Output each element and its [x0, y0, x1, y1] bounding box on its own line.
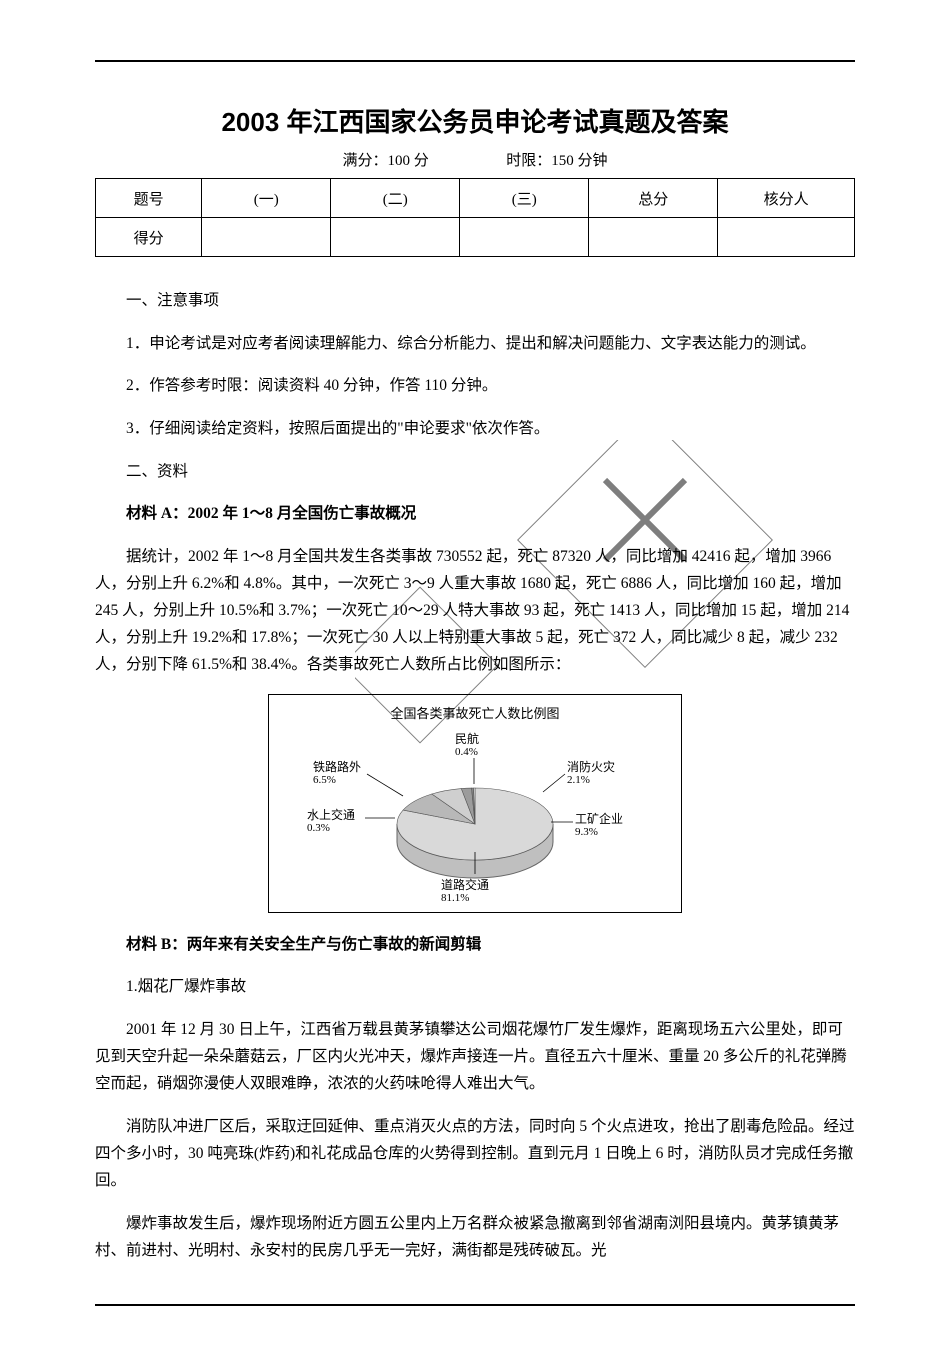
th-4: 总分 — [589, 179, 718, 218]
material-b-p3: 爆炸事故发生后，爆炸现场附近方圆五公里内上万名群众被紧急撤离到邻省湖南浏阳县境内… — [95, 1210, 855, 1264]
row2-label: 得分 — [96, 218, 202, 257]
material-b-p2: 消防队冲进厂区后，采取迂回延伸、重点消灭火点的方法，同时向 5 个火点进攻，抢出… — [95, 1113, 855, 1194]
chart-slice-label: 消防火灾2.1% — [567, 760, 615, 788]
chart-slice-label: 水上交通0.3% — [307, 808, 355, 836]
chart-area: 民航0.4%铁路路外6.5%消防火灾2.1%水上交通0.3%工矿企业9.3%道路… — [275, 732, 675, 902]
subhead: 满分：100 分 时限：150 分钟 — [95, 149, 855, 170]
notice-heading: 一、注意事项 — [95, 287, 855, 314]
th-3: (三) — [460, 179, 589, 218]
th-0: 题号 — [96, 179, 202, 218]
table-row: 题号 (一) (二) (三) 总分 核分人 — [96, 179, 855, 218]
notice-3: 3．仔细阅读给定资料，按照后面提出的"申论要求"依次作答。 — [95, 415, 855, 442]
page-title: 2003 年江西国家公务员申论考试真题及答案 — [95, 102, 855, 139]
material-b-sub1: 1.烟花厂爆炸事故 — [95, 973, 855, 1000]
notice-1: 1．申论考试是对应考者阅读理解能力、综合分析能力、提出和解决问题能力、文字表达能… — [95, 330, 855, 357]
th-5: 核分人 — [718, 179, 855, 218]
materials-heading: 二、资料 — [95, 458, 855, 485]
score-table: 题号 (一) (二) (三) 总分 核分人 得分 — [95, 178, 855, 257]
chart-slice-label: 民航0.4% — [455, 732, 479, 760]
material-a-title: 材料 A：2002 年 1～8 月全国伤亡事故概况 — [95, 500, 855, 527]
bottom-rule — [95, 1304, 855, 1306]
notice-2: 2．作答参考时限：阅读资料 40 分钟，作答 110 分钟。 — [95, 372, 855, 399]
chart-slice-label: 道路交通81.1% — [441, 878, 489, 906]
pie-chart: 全国各类事故死亡人数比例图 民航0.4% 铁路路外6.5% 消防火灾2.1% 水上交通… — [268, 694, 682, 913]
material-b-title: 材料 B：两年来有关安全生产与伤亡事故的新闻剪辑 — [95, 931, 855, 958]
full-score: 满分：100 分 — [342, 149, 428, 170]
chart-slice-label: 铁路路外6.5% — [313, 760, 361, 788]
table-row: 得分 — [96, 218, 855, 257]
time-limit: 时限：150 分钟 — [506, 149, 607, 170]
chart-slice-label: 工矿企业9.3% — [575, 812, 623, 840]
chart-title: 全国各类事故死亡人数比例图 — [275, 703, 675, 726]
material-b-p1: 2001 年 12 月 30 日上午，江西省万载县黄茅镇攀达公司烟花爆竹厂发生爆… — [95, 1016, 855, 1097]
th-2: (二) — [331, 179, 460, 218]
th-1: (一) — [202, 179, 331, 218]
material-a-p1: 据统计，2002 年 1～8 月全国共发生各类事故 730552 起，死亡 87… — [95, 543, 855, 679]
top-rule — [95, 60, 855, 62]
